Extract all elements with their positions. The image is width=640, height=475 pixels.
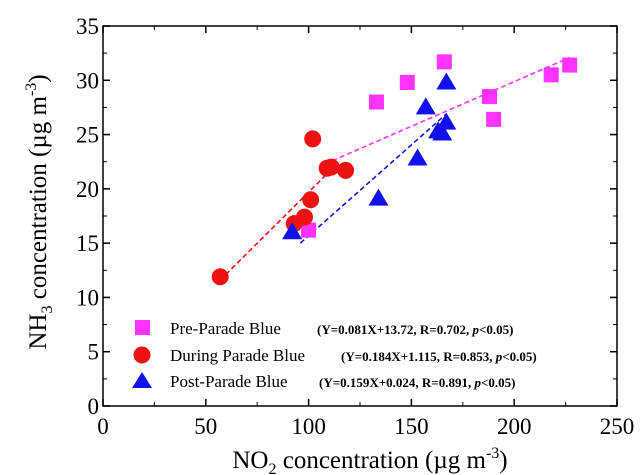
point-pre-parade (562, 57, 578, 73)
point-post-parade (415, 97, 436, 115)
y-tick-label: 30 (76, 68, 99, 93)
x-tick-label: 100 (291, 414, 326, 439)
legend-marker-during-parade (133, 346, 151, 364)
point-during-parade (322, 158, 340, 176)
x-tick-label: 150 (394, 414, 429, 439)
point-post-parade (432, 123, 453, 141)
point-during-parade (302, 191, 320, 209)
x-tick-label: 0 (97, 414, 109, 439)
y-axis-title: NH3 concentration (µg m-3) (23, 74, 56, 349)
legend-item-post-parade: Post-Parade Blue (Y=0.159X+0.024, R=0.89… (132, 372, 515, 391)
legend-label-pre-parade: Pre-Parade Blue (170, 319, 281, 338)
x-tick-label: 50 (194, 414, 217, 439)
legend-item-during-parade: During Parade Blue (Y=0.184X+1.115, R=0.… (133, 346, 537, 365)
fit-lines (219, 56, 571, 281)
y-tick-label: 20 (76, 177, 99, 202)
fit-line-pre-parade (324, 56, 571, 165)
point-during-parade (295, 208, 313, 226)
legend-label-during-parade: During Parade Blue (170, 346, 305, 365)
point-pre-parade (399, 74, 415, 90)
point-post-parade (368, 188, 389, 206)
x-axis-title: NO2 concentration (µg m-3) (232, 445, 507, 475)
y-tick-label: 0 (88, 394, 100, 419)
legend: Pre-Parade Blue (Y=0.081X+13.72, R=0.702… (132, 319, 537, 391)
point-during-parade (304, 130, 322, 148)
point-pre-parade (368, 94, 384, 110)
y-tick-label: 5 (88, 340, 100, 365)
point-pre-parade (482, 89, 498, 105)
data-markers (211, 54, 578, 286)
point-during-parade (211, 268, 229, 286)
legend-marker-post-parade (132, 372, 152, 388)
x-tick-label: 200 (497, 414, 532, 439)
axis-ticks: 0 50 100 150 200 250 0 5 10 15 20 25 30 35 (76, 14, 634, 439)
x-tick-label: 250 (600, 414, 635, 439)
point-post-parade (436, 72, 457, 90)
y-tick-label: 15 (76, 231, 99, 256)
y-tick-label: 25 (76, 123, 99, 148)
legend-equation-pre-parade: (Y=0.081X+13.72, R=0.702, p<0.05) (317, 322, 513, 337)
y-tick-label: 35 (76, 14, 99, 39)
legend-marker-pre-parade (135, 320, 150, 335)
y-tick-label: 10 (76, 285, 99, 310)
fit-line-post-parade (299, 113, 447, 244)
point-pre-parade (543, 67, 559, 83)
point-post-parade (282, 222, 303, 240)
point-during-parade (337, 161, 355, 179)
point-pre-parade (301, 222, 317, 238)
point-pre-parade (436, 54, 452, 70)
legend-item-pre-parade: Pre-Parade Blue (Y=0.081X+13.72, R=0.702… (135, 319, 513, 338)
legend-label-post-parade: Post-Parade Blue (170, 372, 288, 391)
legend-equation-post-parade: (Y=0.159X+0.024, R=0.891, p<0.05) (319, 375, 515, 390)
point-post-parade (407, 148, 428, 166)
point-pre-parade (486, 111, 502, 127)
point-post-parade (436, 112, 457, 130)
legend-equation-during-parade: (Y=0.184X+1.115, R=0.853, p<0.05) (341, 349, 537, 364)
